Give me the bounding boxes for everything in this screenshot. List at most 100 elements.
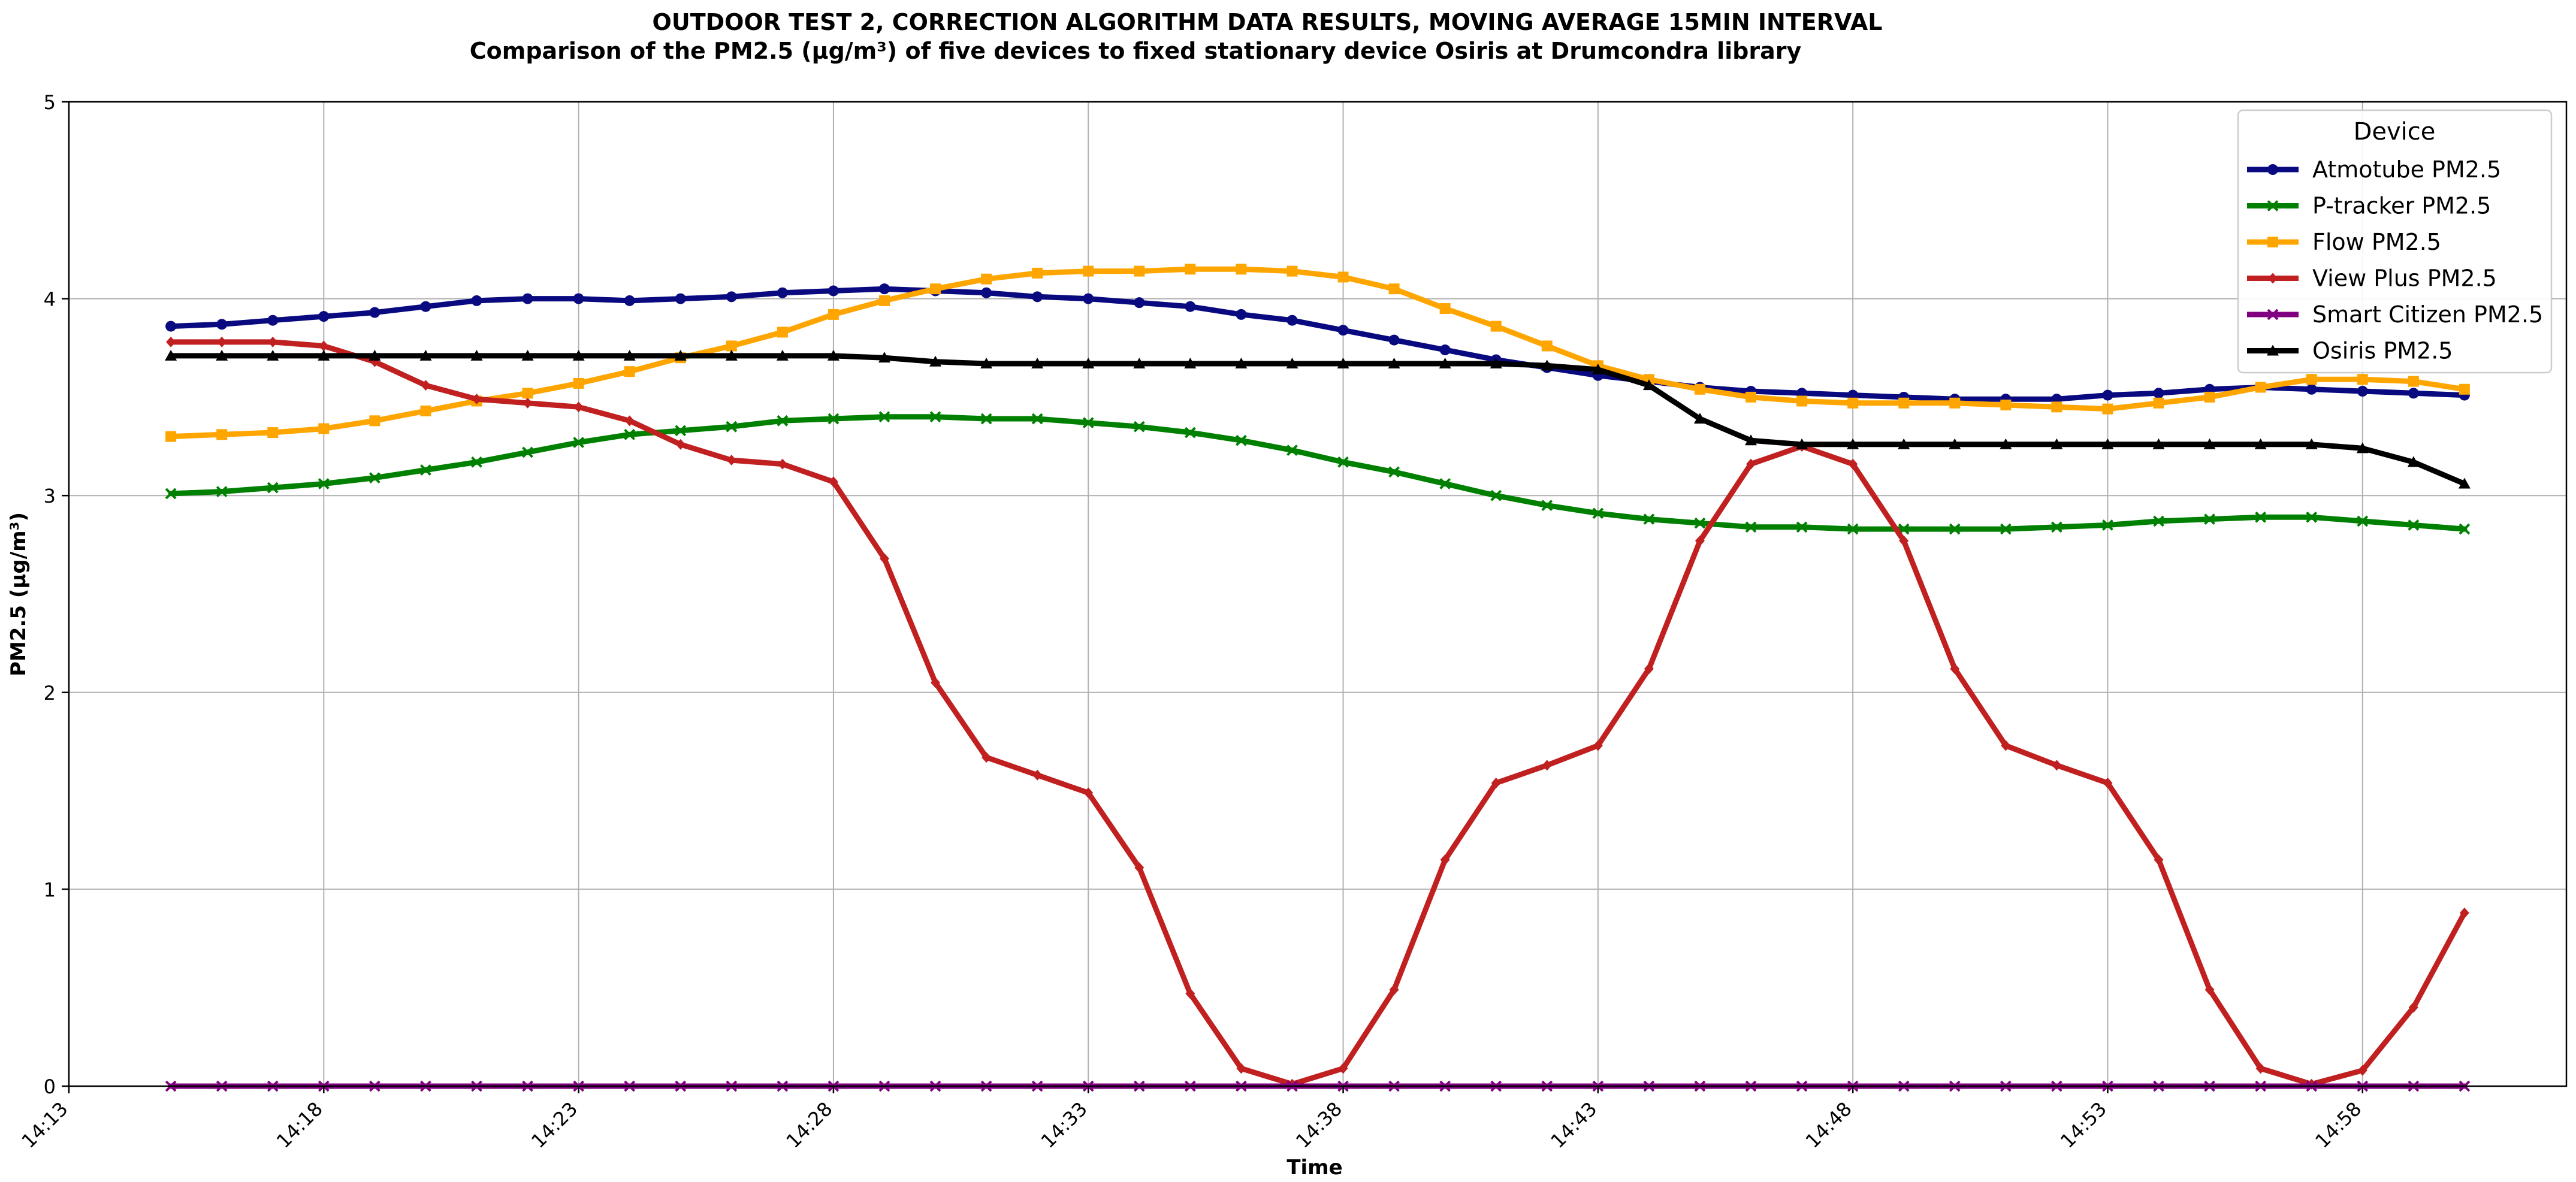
data-point xyxy=(2255,511,2267,523)
data-point xyxy=(1694,383,1705,395)
x-tick-label: 14:38 xyxy=(1291,1098,1346,1153)
x-tick-label: 14:53 xyxy=(2056,1098,2111,1153)
data-point xyxy=(2255,382,2266,393)
data-point xyxy=(1185,988,1195,999)
series-line-p-tracker-pm2-5 xyxy=(168,414,2468,532)
data-point xyxy=(1236,264,1247,275)
x-tick-label: 14:33 xyxy=(1037,1098,1092,1153)
data-point xyxy=(2407,456,2420,467)
data-point xyxy=(573,293,584,304)
data-point xyxy=(981,273,992,285)
data-point xyxy=(674,349,687,361)
data-point xyxy=(827,349,839,361)
y-tick-label: 1 xyxy=(44,878,56,901)
data-point xyxy=(267,349,279,361)
plot-background xyxy=(69,102,2566,1086)
data-point xyxy=(777,458,787,470)
data-point xyxy=(1082,358,1095,369)
data-point xyxy=(369,307,380,318)
data-point xyxy=(1133,358,1146,369)
data-point xyxy=(1847,523,1859,535)
data-point xyxy=(216,349,228,361)
chart-title: OUTDOOR TEST 2, CORRECTION ALGORITHM DAT… xyxy=(653,9,1883,35)
data-point xyxy=(1542,760,1552,771)
x-tick-label: 14:58 xyxy=(2311,1098,2366,1153)
data-point xyxy=(472,394,482,405)
legend-marker xyxy=(2267,344,2279,356)
data-point xyxy=(878,411,890,423)
data-point xyxy=(1389,984,1399,995)
data-point xyxy=(1693,413,1706,424)
data-point xyxy=(1848,458,1858,470)
data-point xyxy=(1745,391,1757,403)
data-point xyxy=(1185,301,1196,312)
data-point xyxy=(1338,1063,1348,1074)
data-point xyxy=(2408,519,2420,531)
data-point xyxy=(2102,403,2113,415)
data-point xyxy=(1541,340,1553,352)
data-point xyxy=(1847,438,1859,449)
data-point xyxy=(318,423,330,434)
data-point xyxy=(522,446,533,458)
series-p-tracker-pm2-5 xyxy=(165,411,2471,535)
data-point xyxy=(318,311,330,322)
data-point xyxy=(726,421,738,433)
data-point xyxy=(1745,521,1757,533)
x-tick-label: 14:28 xyxy=(781,1098,836,1153)
data-point xyxy=(1185,264,1196,275)
data-point xyxy=(2153,397,2164,409)
data-point xyxy=(470,349,483,361)
data-point xyxy=(471,456,482,468)
data-point xyxy=(1593,740,1603,751)
data-point xyxy=(1643,513,1655,525)
series-line-view-plus-pm2-5 xyxy=(168,339,2468,1087)
data-point xyxy=(1286,358,1298,369)
data-point xyxy=(2306,383,2317,395)
x-tick-label: 14:48 xyxy=(1801,1098,1856,1153)
data-point xyxy=(1032,769,1043,781)
data-point xyxy=(1490,321,1502,332)
data-point xyxy=(980,413,992,425)
data-point xyxy=(2459,907,2469,918)
data-point xyxy=(1287,315,1298,326)
data-point xyxy=(1032,267,1043,279)
data-point xyxy=(1796,521,1808,533)
data-point xyxy=(369,472,380,484)
data-point xyxy=(573,437,585,448)
data-point xyxy=(420,301,431,312)
data-point xyxy=(1796,395,1808,407)
data-point xyxy=(2102,519,2113,531)
series-line-flow-pm2-5 xyxy=(168,266,2468,440)
data-point xyxy=(521,349,534,361)
data-point xyxy=(675,439,685,450)
data-point xyxy=(878,352,890,363)
data-point xyxy=(1541,359,1553,371)
data-point xyxy=(1642,379,1655,391)
data-point xyxy=(318,478,330,489)
data-point xyxy=(572,349,585,361)
data-point xyxy=(522,293,533,304)
legend-label: Smart Citizen PM2.5 xyxy=(2312,301,2543,328)
data-point xyxy=(982,752,992,763)
series-line-atmotube-pm2-5 xyxy=(168,286,2468,402)
data-point xyxy=(828,285,839,297)
data-point xyxy=(1694,517,1706,529)
data-point xyxy=(471,295,482,306)
data-point xyxy=(624,428,636,440)
x-tick-label: 14:23 xyxy=(527,1098,582,1153)
data-point xyxy=(1031,358,1044,369)
y-tick-label: 4 xyxy=(44,288,56,311)
data-point xyxy=(1133,421,1145,433)
data-point xyxy=(1337,325,1349,336)
legend-title: Device xyxy=(2354,118,2436,146)
data-point xyxy=(777,287,788,298)
data-point xyxy=(1847,397,1859,409)
data-point xyxy=(1950,663,1960,675)
x-tick-label: 14:13 xyxy=(17,1098,73,1153)
data-point xyxy=(267,427,279,439)
data-point xyxy=(165,488,177,500)
data-point xyxy=(931,677,941,688)
data-point xyxy=(1439,478,1451,489)
data-point xyxy=(2152,438,2165,449)
